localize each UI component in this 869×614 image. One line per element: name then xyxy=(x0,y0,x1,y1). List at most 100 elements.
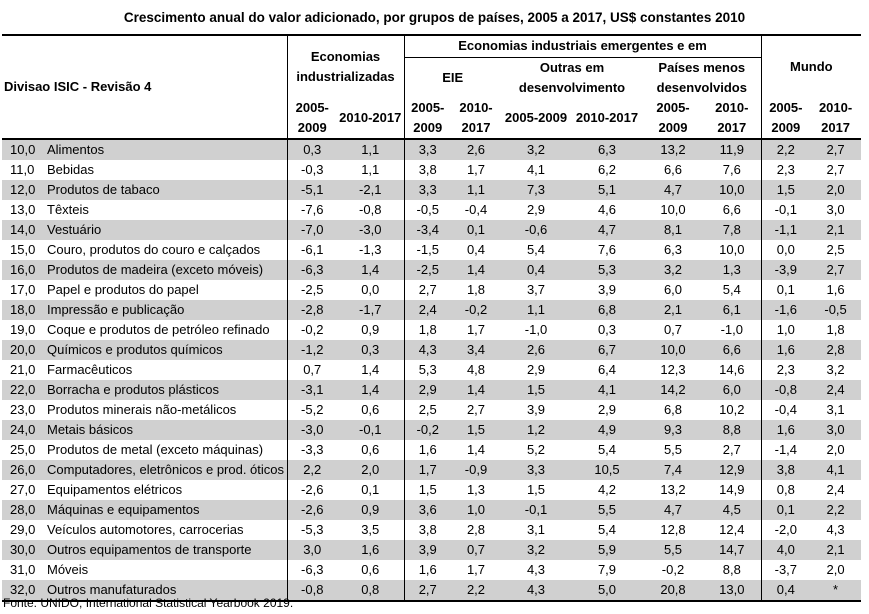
table-row: 10,0 Alimentos 0,3 1,1 3,3 2,6 3,2 6,3 13,2 11,9 2… xyxy=(2,138,862,160)
value-cell: -2,0 xyxy=(760,519,811,540)
division-code: 16,0 xyxy=(2,259,45,280)
value-cell: 6,1 xyxy=(703,299,762,320)
value-cell: 2,7 xyxy=(810,138,862,160)
value-cell: -0,5 xyxy=(403,199,451,220)
value-cell: 0,0 xyxy=(760,239,811,260)
period-header: 2005-2009 xyxy=(403,97,451,140)
value-cell: 2,0 xyxy=(826,561,845,577)
value-cell: 0,1 xyxy=(361,481,380,497)
value-cell: 5,1 xyxy=(571,179,643,200)
division-name: Produtos de madeira (exceto móveis) xyxy=(45,259,287,280)
division-code: 14,0 xyxy=(2,219,45,240)
value-cell: -3,7 xyxy=(760,559,811,580)
period-header: 2010-2017 xyxy=(810,97,862,140)
value-cell: 2,2 xyxy=(810,499,862,520)
value-cell: 2,6 xyxy=(451,138,501,160)
value-cell: -1,0 xyxy=(524,321,548,337)
value-cell: 0,6 xyxy=(361,441,380,457)
value-cell: 1,6 xyxy=(760,339,811,360)
table-row: 12,0 Produtos de tabaco -5,1 -2,1 3,3 1,1 7,3 5… xyxy=(2,179,862,200)
value-cell: 3,0 xyxy=(826,201,845,217)
value-cell: 8,8 xyxy=(703,419,762,440)
division-code: 24,0 xyxy=(2,419,45,440)
value-cell: 0,0 xyxy=(361,281,380,297)
value-cell: 6,0 xyxy=(703,379,762,400)
value-cell: 2,0 xyxy=(826,441,845,457)
value-cell: -0,1 xyxy=(760,199,811,220)
value-cell: 5,4 xyxy=(597,441,617,457)
value-cell: 0,3 xyxy=(286,138,337,160)
value-cell: 10,0 xyxy=(660,201,686,217)
value-cell: 1,4 xyxy=(466,441,486,457)
value-cell: 4,0 xyxy=(760,539,811,560)
value-cell: 0,8 xyxy=(760,479,811,500)
division-name: Produtos de metal (exceto máquinas) xyxy=(47,441,264,457)
value-cell: 1,8 xyxy=(826,321,845,337)
value-cell: 0,7 xyxy=(663,321,683,337)
value-cell: 0,8 xyxy=(337,579,404,602)
table-row: 32,0 Outros manufaturados -0,8 0,8 2,7 2,2 4,3… xyxy=(2,579,862,602)
division-code: 28,0 xyxy=(2,499,45,520)
value-cell: 9,3 xyxy=(643,419,703,440)
division-name: Têxteis xyxy=(47,201,89,217)
division-name: Alimentos xyxy=(45,138,287,160)
table-row: 16,0 Produtos de madeira (exceto móveis) -… xyxy=(2,259,862,280)
value-cell: 1,6 xyxy=(403,439,451,460)
value-cell: -6,3 xyxy=(286,259,337,280)
value-cell: -3,0 xyxy=(337,219,404,240)
value-cell: 3,5 xyxy=(361,521,380,537)
value-cell: 2,7 xyxy=(466,401,486,417)
value-cell: 1,6 xyxy=(826,281,845,297)
value-cell: -3,4 xyxy=(403,219,451,240)
division-code: 11,0 xyxy=(10,161,35,177)
value-cell: 1,3 xyxy=(703,259,762,280)
division-code: 23,0 xyxy=(10,401,36,417)
value-cell: 2,1 xyxy=(810,539,862,560)
value-cell: 4,7 xyxy=(643,179,703,200)
value-cell: 2,7 xyxy=(826,161,845,177)
value-cell: 2,8 xyxy=(810,339,862,360)
value-cell: 0,1 xyxy=(760,279,811,300)
division-code: 17,0 xyxy=(10,281,36,297)
table-row: 25,0 Produtos de metal (exceto máquinas) -… xyxy=(2,439,861,460)
table-header: Divisao ISIC - Revisão 4 Economias indus… xyxy=(2,34,862,140)
value-cell: -2,5 xyxy=(403,259,451,280)
value-cell: 2,5 xyxy=(826,241,845,257)
division-code: 31,0 xyxy=(10,561,36,577)
value-cell: 2,3 xyxy=(760,159,811,180)
value-cell: 14,9 xyxy=(719,481,745,497)
value-cell: 4,3 xyxy=(403,339,451,360)
table-row: 24,0 Metais básicos -3,0 -0,1 -0,2 1,5 1,2 4,9 9… xyxy=(2,419,862,440)
value-cell: 2,7 xyxy=(810,259,862,280)
value-cell: 6,0 xyxy=(663,281,683,297)
value-cell: 4,9 xyxy=(571,419,643,440)
value-cell: 2,4 xyxy=(810,379,862,400)
value-cell: 2,0 xyxy=(810,179,862,200)
value-cell: 3,9 xyxy=(403,539,451,560)
period-header: 2005-2009 xyxy=(643,97,703,140)
value-cell: 1,5 xyxy=(451,419,501,440)
value-cell: 6,3 xyxy=(571,138,643,160)
value-cell: 12,9 xyxy=(703,459,762,480)
value-cell: 5,3 xyxy=(403,359,451,380)
table-title: Crescimento anual do valor adicionado, p… xyxy=(123,9,746,25)
value-cell: 1,1 xyxy=(361,161,380,177)
value-cell: 12,3 xyxy=(660,361,686,377)
value-cell: 20,8 xyxy=(643,579,703,602)
value-cell: 1,5 xyxy=(501,379,571,400)
division-code: 22,0 xyxy=(2,379,45,400)
value-cell: 1,6 xyxy=(403,559,451,580)
value-cell: 0,6 xyxy=(361,561,380,577)
value-cell: 0,3 xyxy=(597,321,617,337)
value-cell: 1,7 xyxy=(466,161,486,177)
value-cell: 13,0 xyxy=(703,579,762,602)
value-cell: -0,8 xyxy=(286,579,337,602)
value-cell: -2,1 xyxy=(337,179,404,200)
value-cell: 2,0 xyxy=(337,459,404,480)
period-header: 2010-2017 xyxy=(337,97,404,140)
value-cell: 4,7 xyxy=(643,499,703,520)
table-row: 23,0 Produtos minerais não-metálicos -5,2 0… xyxy=(2,399,861,420)
value-cell: 5,4 xyxy=(597,521,617,537)
value-cell: 1,4 xyxy=(337,259,404,280)
value-cell: 1,3 xyxy=(466,481,486,497)
